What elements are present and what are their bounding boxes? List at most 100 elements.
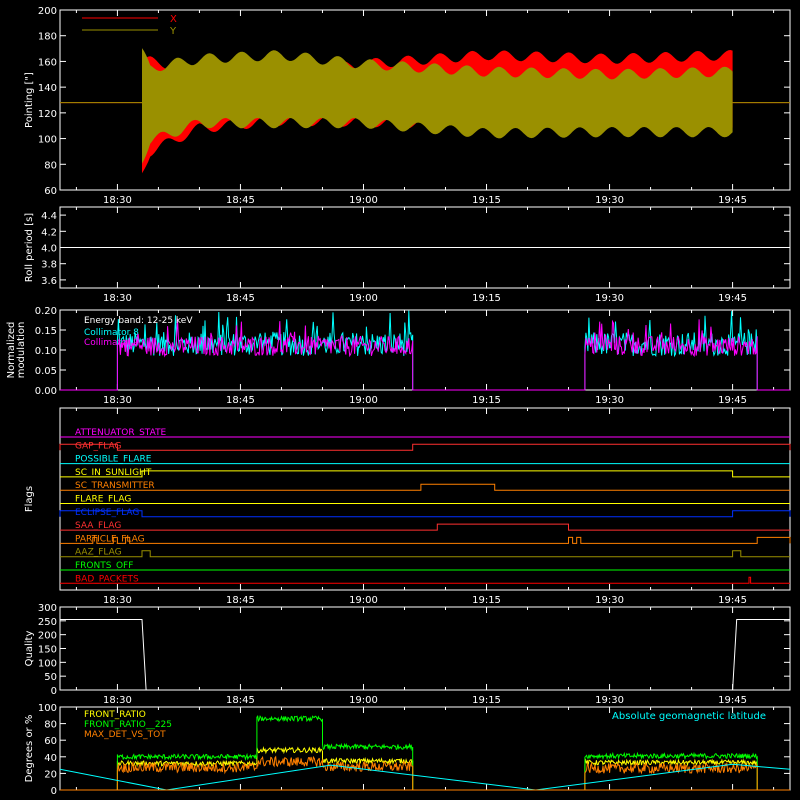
flag-line-saa_flag (60, 523, 790, 531)
flag-label: PARTICLE_FLAG (75, 534, 145, 544)
x-tick-label: 19:15 (472, 293, 501, 304)
flag-line-particle_flag (60, 536, 791, 544)
x-tick-label: 19:30 (595, 293, 624, 304)
flag-label: FLARE_FLAG (75, 495, 131, 505)
x-tick-label: 18:30 (103, 293, 132, 304)
y-tick-label: 0.15 (35, 326, 57, 337)
y-tick-label: 0.05 (35, 366, 57, 377)
x-tick-label: 18:45 (226, 195, 255, 206)
panel-frame (59, 606, 791, 691)
y-tick-label: 3.8 (41, 260, 57, 271)
y-tick-label: 160 (38, 57, 57, 68)
x-tick-label: 19:30 (595, 695, 624, 706)
legend-label: X (170, 14, 177, 25)
y-tick-label: 40 (44, 753, 57, 764)
panel-frame (59, 407, 791, 591)
flag-line-sc_in_sunlight (60, 470, 790, 478)
flag-line-bad_packets (60, 576, 790, 584)
y-tick-label: 200 (38, 631, 57, 642)
y-tick-label: 0 (51, 786, 57, 797)
x-tick-label: 19:30 (595, 595, 624, 606)
y-axis-label: Pointing ["] (24, 72, 35, 128)
y-tick-label: 150 (38, 645, 57, 656)
flag-label: BAD_PACKETS (75, 574, 139, 584)
flag-label: GAP_FLAG (75, 441, 121, 451)
x-tick-label: 19:45 (718, 293, 747, 304)
y-tick-label: 250 (38, 617, 57, 628)
y-tick-label: 120 (38, 109, 57, 120)
x-tick-label: 19:45 (718, 195, 747, 206)
energy-band-annotation: Energy band: 12-25 keV (84, 316, 193, 326)
y-tick-label: 60 (44, 186, 57, 197)
ratio-series-1 (116, 715, 758, 790)
flag-label: SAA_FLAG (75, 521, 121, 531)
legend-label: Collimator 9 (84, 338, 139, 348)
x-tick-label: 18:30 (103, 695, 132, 706)
x-tick-label: 19:15 (472, 695, 501, 706)
x-tick-label: 19:15 (472, 195, 501, 206)
y-tick-label: 50 (44, 672, 57, 683)
y-tick-label: 80 (44, 720, 57, 731)
panel-frame (59, 9, 791, 191)
x-tick-label: 18:45 (226, 595, 255, 606)
y-tick-label: 140 (38, 83, 57, 94)
y-tick-label: 200 (38, 6, 57, 17)
flag-label: POSSIBLE_FLARE (75, 455, 152, 465)
x-tick-label: 19:00 (349, 595, 378, 606)
flag-label: FRONTS_OFF (75, 561, 133, 571)
x-tick-label: 18:45 (226, 695, 255, 706)
flag-line-aaz_flag (60, 550, 790, 558)
x-tick-label: 19:15 (472, 595, 501, 606)
x-tick-label: 19:00 (349, 695, 378, 706)
y-axis-label: modulation (16, 322, 27, 379)
y-tick-label: 60 (44, 736, 57, 747)
geomagnetic-latitude-label: Absolute geomagnetic latitude (612, 711, 766, 722)
y-axis-label: Quality (24, 631, 35, 667)
y-tick-label: 4.4 (41, 211, 57, 222)
y-tick-label: 0 (51, 686, 57, 697)
flag-label: SC_IN_SUNLIGHT (75, 468, 152, 478)
x-tick-label: 19:00 (349, 395, 378, 406)
legend-label: Y (169, 26, 177, 37)
flag-label: AAZ_FLAG (75, 548, 122, 558)
x-tick-label: 19:00 (349, 195, 378, 206)
y-tick-label: 4.2 (41, 227, 57, 238)
x-tick-label: 18:30 (103, 395, 132, 406)
y-axis-label: Degrees or % (24, 715, 35, 783)
y-tick-label: 0.20 (35, 306, 57, 317)
flag-line-eclipse_flag (59, 510, 791, 518)
flag-line-sc_transmitter (60, 483, 790, 491)
flag-line-gap_flag (59, 443, 791, 451)
y-tick-label: 100 (38, 703, 57, 714)
x-tick-label: 18:45 (226, 293, 255, 304)
geomagnetic-latitude-line (59, 763, 791, 791)
x-tick-label: 19:00 (349, 293, 378, 304)
legend-label: Collimator 8 (84, 328, 139, 338)
y-axis-label: Flags (24, 486, 35, 512)
y-tick-label: 20 (44, 769, 57, 780)
series-band-Y (142, 48, 733, 164)
quality-line (60, 619, 790, 691)
legend-label: FRONT_RATIO (84, 710, 146, 720)
x-tick-label: 19:45 (718, 695, 747, 706)
y-axis-label: Normalized (6, 322, 17, 379)
x-tick-label: 18:45 (226, 395, 255, 406)
modulation-series-1 (60, 318, 790, 391)
flag-label: SC_TRANSMITTER (75, 481, 155, 491)
y-axis-label: Roll period [s] (24, 213, 35, 282)
legend-label: MAX_DET_VS_TOT (84, 730, 166, 740)
x-tick-label: 19:30 (595, 395, 624, 406)
y-tick-label: 180 (38, 32, 57, 43)
x-tick-label: 19:45 (718, 595, 747, 606)
x-tick-label: 18:30 (103, 195, 132, 206)
y-tick-label: 300 (38, 603, 57, 614)
y-tick-label: 0.10 (35, 346, 57, 357)
y-tick-label: 0.00 (35, 386, 57, 397)
y-tick-label: 3.6 (41, 276, 57, 287)
y-tick-label: 80 (44, 160, 57, 171)
x-tick-label: 19:30 (595, 195, 624, 206)
flag-label: ATTENUATOR_STATE (75, 428, 167, 438)
legend-label: FRONT_RATIO__225 (84, 720, 172, 730)
y-tick-label: 4.0 (41, 244, 57, 255)
